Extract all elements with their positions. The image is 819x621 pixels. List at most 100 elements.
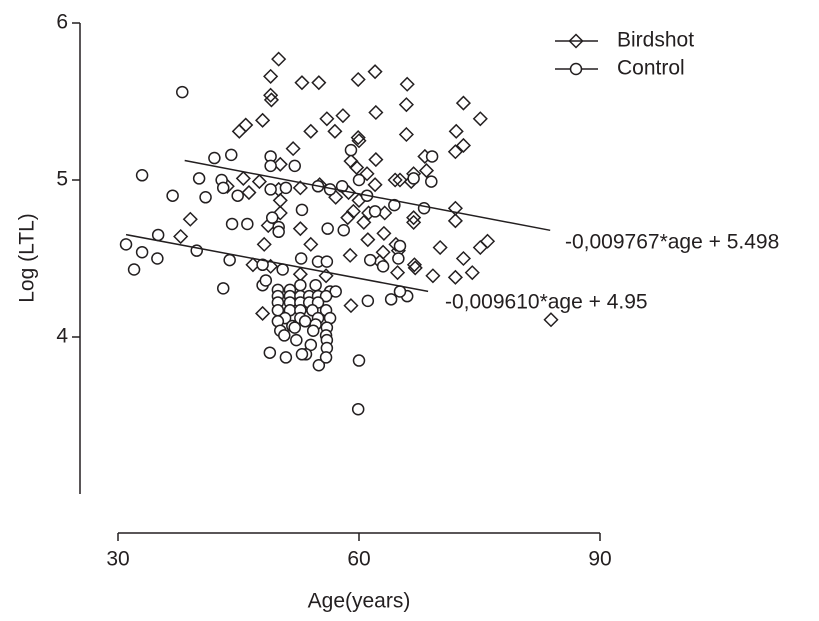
diamond-point (303, 236, 319, 252)
x-tick-label: 60 (347, 548, 370, 571)
circle-point (335, 180, 349, 193)
diamond-point (285, 141, 301, 157)
circle-point (135, 245, 149, 259)
legend-label: Birdshot (617, 29, 694, 52)
diamond-point (271, 51, 287, 67)
diamond-point (303, 123, 319, 139)
diamond-point (360, 232, 376, 248)
diamond-point (263, 68, 279, 84)
circle-point (407, 172, 420, 185)
circle-point (223, 253, 236, 267)
circle-point (151, 252, 164, 265)
circle-point (225, 217, 239, 231)
diamond-point (173, 228, 189, 245)
legend-label: Control (617, 57, 685, 80)
circle-point (306, 324, 320, 337)
circle-point (288, 321, 301, 334)
diamond-point (399, 76, 415, 92)
circle-point (425, 150, 439, 163)
diamond-point (425, 268, 441, 284)
circle-point (119, 238, 133, 251)
circle-point (279, 181, 293, 195)
diamond-point (251, 174, 267, 190)
x-tick-label: 30 (106, 548, 129, 571)
diamond-point (392, 172, 408, 188)
diamond-point (356, 214, 372, 230)
circle-point (241, 217, 254, 231)
diamond-point (368, 104, 384, 121)
circle-point (417, 202, 431, 215)
diamond-point (342, 247, 358, 263)
diamond-point (263, 92, 279, 108)
circle-point (312, 359, 326, 372)
diamond-point (292, 180, 308, 196)
diamond-point (294, 75, 310, 91)
diamond-point (389, 265, 406, 281)
circle-point (231, 189, 244, 202)
diamond-point (272, 192, 288, 208)
diamond-point (447, 269, 463, 285)
diamond-point (387, 172, 403, 188)
circle-point (272, 225, 285, 239)
diamond-point (335, 108, 351, 124)
circle-point (135, 169, 149, 182)
diamond-point (231, 123, 247, 139)
circle-point (363, 253, 377, 267)
circle-point (216, 282, 230, 295)
y-axis-title: Log (LTL) (16, 213, 39, 303)
diamond-point (343, 298, 359, 314)
y-tick-label: 4 (56, 325, 68, 348)
diamond-point (311, 75, 327, 91)
diamond-point (272, 205, 288, 221)
diamond-point (447, 144, 463, 160)
regression-line (184, 159, 551, 232)
diamond-point (327, 123, 343, 139)
regression-line (125, 233, 429, 293)
diamond-point (406, 214, 422, 230)
circle-point (295, 348, 309, 361)
diamond-point (368, 152, 384, 168)
circle-point (392, 252, 405, 265)
circle-point (166, 189, 179, 202)
circle-point (259, 274, 273, 287)
diamond-point (472, 111, 488, 127)
circle-point (216, 181, 230, 195)
y-tick-label: 5 (56, 168, 68, 191)
diamond-point (255, 112, 271, 128)
circle-point (256, 258, 269, 272)
diamond-point (359, 166, 375, 182)
diamond-point (350, 130, 366, 146)
circle-point (276, 263, 289, 276)
circle-point (263, 346, 277, 359)
circle-point (192, 172, 206, 185)
x-tick-label: 90 (588, 548, 611, 571)
diamond-point (263, 87, 279, 103)
diamond-point (367, 64, 383, 80)
diamond-point (272, 156, 288, 172)
diamond-point (447, 213, 463, 229)
circle-point (127, 263, 141, 276)
circle-point (425, 175, 438, 188)
circle-point (388, 198, 401, 212)
diamond-point (319, 111, 335, 127)
diamond-point (448, 123, 464, 139)
diamond-point (292, 221, 308, 237)
circle-point (352, 354, 366, 367)
circle-point (329, 285, 342, 298)
circle-point (225, 148, 238, 162)
circle-point (321, 222, 334, 235)
legend-marker (569, 62, 583, 76)
circle-point (361, 294, 375, 308)
fit-label: -0,009610*age + 4.95 (445, 291, 648, 314)
diamond-point (418, 163, 435, 179)
y-tick-label: 6 (56, 11, 68, 34)
circle-point (288, 159, 301, 173)
diamond-point (182, 211, 198, 227)
circle-point (352, 173, 366, 187)
x-axis-title: Age(years) (308, 590, 411, 613)
circle-point (294, 252, 308, 265)
diamond-point (351, 133, 367, 149)
circle-point (265, 211, 279, 224)
circle-point (384, 293, 398, 306)
diamond-point (543, 312, 559, 328)
